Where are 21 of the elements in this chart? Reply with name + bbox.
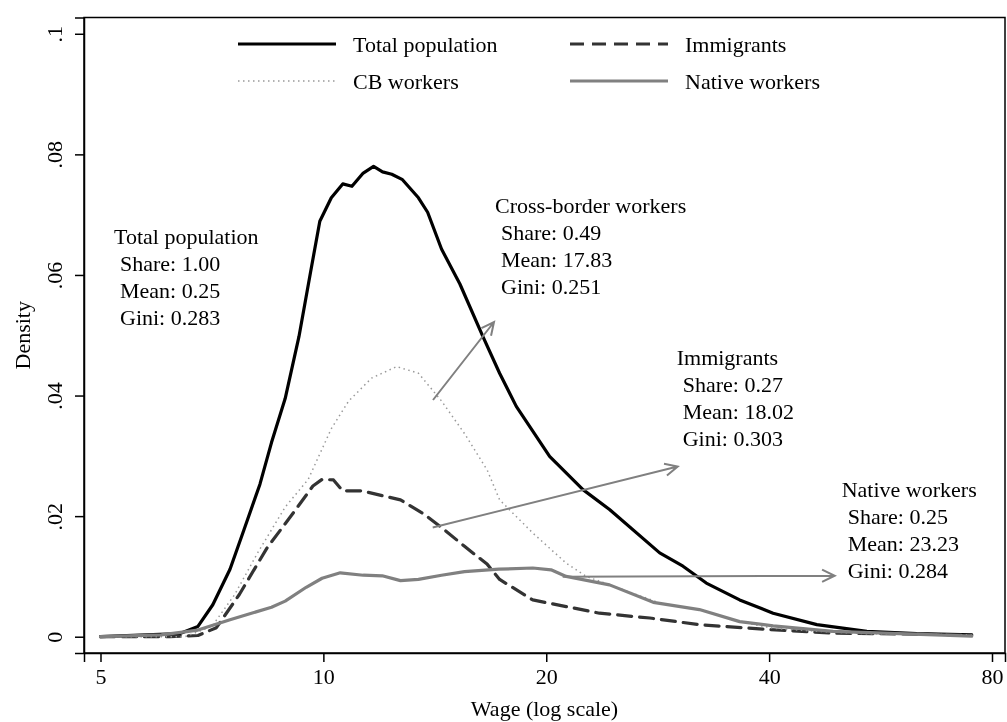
y-tick-label: .1 [42, 26, 67, 43]
x-tick-label: 20 [535, 663, 558, 689]
annotation: Total population Share: 1.00 Mean: 0.25 Gini: 0.283 [114, 224, 259, 330]
x-axis-title: Wage (log scale) [470, 696, 619, 721]
legend-label: Native workers [685, 68, 821, 94]
y-tick-label: .06 [42, 261, 67, 290]
annotation: Immigrants Share: 0.27 Mean: 18.02 Gini: 0.303 [676, 344, 794, 451]
y-tick-label: .02 [42, 502, 67, 531]
x-tick-label: 5 [95, 663, 107, 689]
annotation: Cross-border workers Share: 0.49 Mean: 17.83 Gini: 0.251 [495, 193, 687, 299]
y-tick-label: .08 [42, 141, 67, 169]
y-axis-title: Density [10, 301, 35, 370]
legend-label: CB workers [353, 68, 459, 94]
x-tick-label: 80 [981, 663, 1004, 689]
x-tick-label: 10 [312, 663, 335, 689]
legend-label: Total population [353, 31, 498, 57]
legend-label: Immigrants [685, 31, 787, 57]
x-tick-label: 40 [758, 663, 781, 689]
y-tick-label: 0 [42, 631, 67, 643]
annotation: Native workers Share: 0.25 Mean: 23.23 Gini: 0.284 [841, 476, 977, 583]
y-tick-label: .04 [42, 382, 67, 410]
